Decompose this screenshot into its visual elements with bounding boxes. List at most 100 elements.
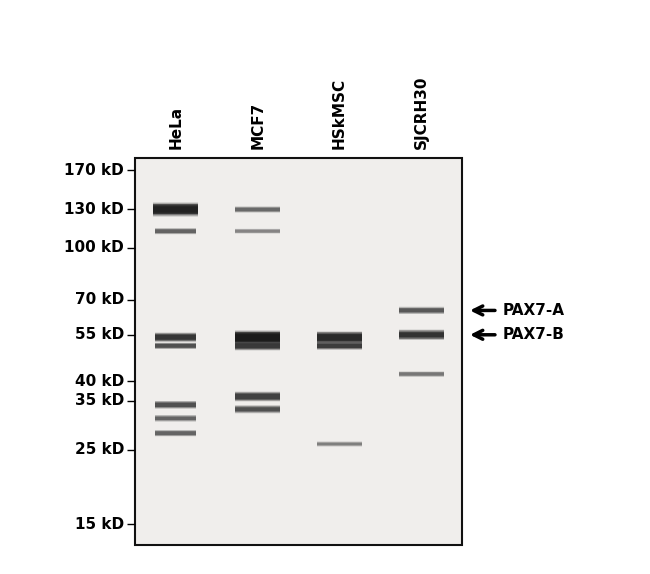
- Bar: [235, 332, 280, 343]
- Text: HeLa: HeLa: [168, 106, 183, 149]
- Bar: [235, 335, 280, 340]
- Bar: [153, 202, 198, 216]
- Text: 35 kD: 35 kD: [75, 393, 124, 408]
- Bar: [155, 401, 196, 409]
- Bar: [155, 416, 196, 421]
- Bar: [135, 158, 462, 545]
- Bar: [155, 335, 196, 339]
- Bar: [235, 332, 280, 343]
- Bar: [155, 417, 196, 420]
- Bar: [398, 372, 443, 377]
- Bar: [398, 371, 443, 377]
- Bar: [155, 403, 196, 407]
- Bar: [155, 335, 196, 340]
- Text: MCF7: MCF7: [250, 102, 265, 149]
- Bar: [235, 228, 280, 234]
- Bar: [235, 393, 280, 400]
- Text: PAX7-B: PAX7-B: [503, 327, 565, 342]
- Bar: [398, 308, 443, 313]
- Bar: [155, 229, 196, 233]
- Bar: [235, 230, 280, 232]
- Bar: [235, 334, 280, 341]
- Bar: [235, 330, 280, 344]
- Bar: [317, 442, 362, 445]
- Bar: [153, 205, 198, 214]
- Bar: [235, 406, 280, 413]
- Bar: [235, 229, 280, 234]
- Bar: [317, 343, 362, 349]
- Bar: [155, 343, 196, 348]
- Bar: [235, 342, 280, 350]
- Text: 15 kD: 15 kD: [75, 517, 124, 532]
- Bar: [155, 342, 196, 350]
- Bar: [235, 407, 280, 412]
- Bar: [235, 405, 280, 413]
- Bar: [398, 308, 443, 313]
- Bar: [155, 415, 196, 422]
- Bar: [317, 443, 362, 445]
- Bar: [235, 206, 280, 213]
- Bar: [235, 207, 280, 212]
- Bar: [155, 416, 196, 421]
- Bar: [235, 406, 280, 412]
- Bar: [317, 441, 362, 446]
- Bar: [235, 342, 280, 350]
- Bar: [398, 331, 443, 339]
- Bar: [153, 203, 198, 216]
- Bar: [235, 207, 280, 212]
- Bar: [398, 307, 443, 315]
- Bar: [398, 332, 443, 338]
- Bar: [235, 331, 280, 344]
- Text: PAX7-A: PAX7-A: [503, 303, 565, 318]
- Bar: [155, 432, 196, 435]
- Bar: [155, 228, 196, 234]
- Bar: [317, 334, 362, 341]
- Bar: [235, 230, 280, 232]
- Bar: [235, 391, 280, 402]
- Bar: [317, 342, 362, 350]
- Bar: [235, 206, 280, 212]
- Bar: [398, 309, 443, 312]
- Bar: [155, 334, 196, 341]
- Bar: [235, 394, 280, 399]
- Text: 100 kD: 100 kD: [64, 240, 124, 255]
- Bar: [155, 432, 196, 435]
- Bar: [155, 416, 196, 421]
- Bar: [155, 227, 196, 235]
- Bar: [235, 406, 280, 412]
- Bar: [155, 335, 196, 340]
- Bar: [155, 402, 196, 408]
- Bar: [235, 341, 280, 351]
- Bar: [235, 230, 280, 233]
- Bar: [317, 333, 362, 342]
- Text: SJCRH30: SJCRH30: [413, 76, 428, 149]
- Bar: [235, 408, 280, 411]
- Text: 40 kD: 40 kD: [75, 374, 124, 389]
- Bar: [155, 430, 196, 436]
- Bar: [317, 344, 362, 348]
- Text: 170 kD: 170 kD: [64, 163, 124, 178]
- Bar: [235, 208, 280, 211]
- Bar: [155, 430, 196, 436]
- Text: 25 kD: 25 kD: [75, 442, 124, 457]
- Bar: [155, 344, 196, 348]
- Bar: [153, 206, 198, 213]
- Bar: [235, 394, 280, 400]
- Bar: [398, 329, 443, 340]
- Bar: [235, 228, 280, 234]
- Bar: [155, 230, 196, 232]
- Bar: [317, 441, 362, 447]
- Bar: [317, 331, 362, 344]
- Bar: [155, 344, 196, 347]
- Bar: [235, 343, 280, 348]
- Bar: [317, 342, 362, 349]
- Bar: [155, 431, 196, 435]
- Bar: [155, 415, 196, 421]
- Bar: [235, 391, 280, 401]
- Bar: [155, 333, 196, 342]
- Bar: [317, 332, 362, 343]
- Bar: [155, 333, 196, 342]
- Bar: [155, 343, 196, 349]
- Text: 70 kD: 70 kD: [75, 292, 124, 307]
- Bar: [398, 372, 443, 376]
